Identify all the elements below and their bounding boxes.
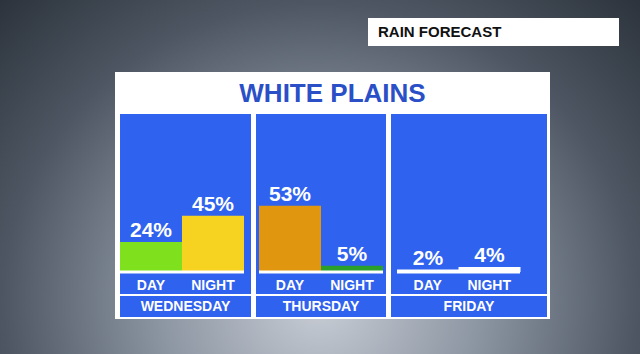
svg-text:NIGHT: NIGHT xyxy=(467,277,511,293)
svg-text:NIGHT: NIGHT xyxy=(330,277,374,293)
svg-text:DAY: DAY xyxy=(276,277,305,293)
svg-text:2%: 2% xyxy=(413,246,444,269)
svg-text:53%: 53% xyxy=(269,182,311,205)
svg-text:4%: 4% xyxy=(474,243,505,266)
html-text:WEDNESDAY: WEDNESDAY xyxy=(140,298,231,314)
html-text:FRIDAY: FRIDAY xyxy=(443,298,495,314)
html-text:RAIN FORECAST: RAIN FORECAST xyxy=(378,23,502,40)
svg-text:5%: 5% xyxy=(337,242,368,265)
html-text:THURSDAY: THURSDAY xyxy=(282,298,360,314)
svg-text:45%: 45% xyxy=(192,192,234,215)
svg-text:DAY: DAY xyxy=(414,277,443,293)
html-text:WHITE PLAINS: WHITE PLAINS xyxy=(239,78,426,108)
svg-text:24%: 24% xyxy=(130,218,172,241)
svg-text:DAY: DAY xyxy=(137,277,166,293)
svg-text:NIGHT: NIGHT xyxy=(191,277,235,293)
